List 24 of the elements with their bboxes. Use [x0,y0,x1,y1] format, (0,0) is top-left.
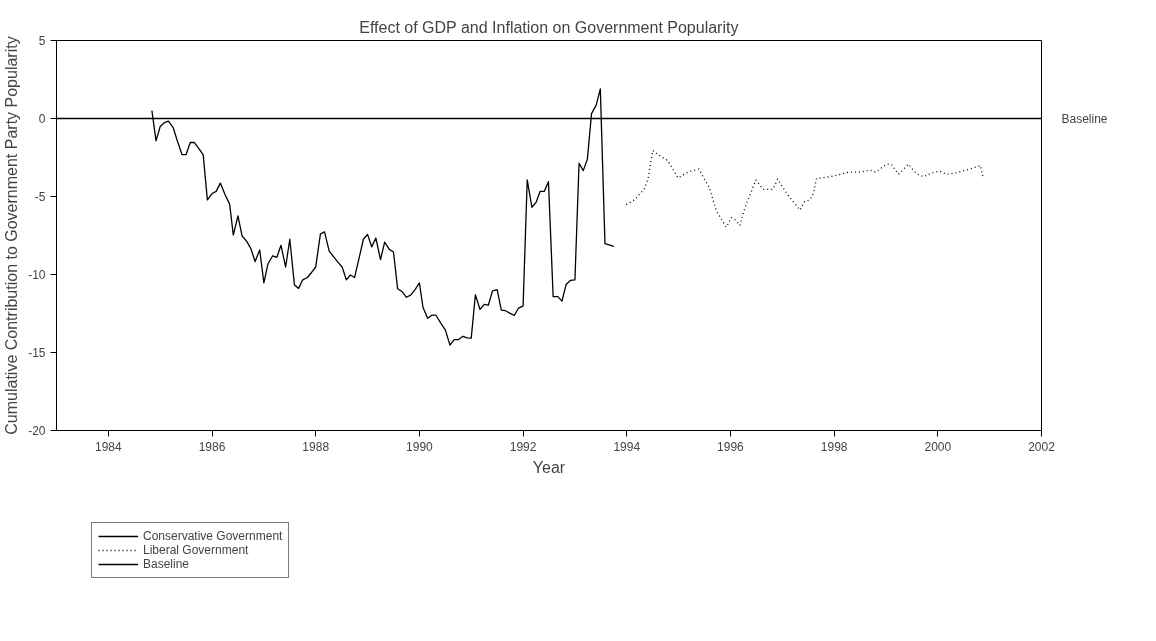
x-tick-label: 1988 [302,439,330,454]
x-tick-label: 1990 [406,439,434,454]
chart-title: Effect of GDP and Inflation on Government Popularity [359,18,739,36]
y-tick-label: -5 [34,190,46,204]
y-tick-label: -15 [28,346,46,360]
legend-label: Liberal Government [143,543,249,557]
annotation: Baseline [1061,111,1108,126]
y-axis-title: Cumulative Contribution to Government Party Popularity [3,36,21,435]
x-tick-label: 1984 [94,439,123,454]
x-tick-label: 2000 [924,439,952,454]
x-tick-label: 1986 [198,439,226,454]
y-tick-label: 5 [38,34,46,48]
line-series [625,149,985,228]
y-tick-label: -10 [28,268,46,282]
x-axis-title: Year [532,458,566,476]
y-tick-label: -20 [28,424,46,438]
x-tick-label: 2002 [1028,439,1056,454]
legend-label: Baseline [143,557,190,571]
y-tick-label: 0 [38,112,46,126]
x-tick-label: 1998 [820,439,848,454]
x-tick-label: 1996 [717,439,745,454]
x-tick-label: 1994 [613,439,641,454]
x-tick-label: 1992 [509,439,537,454]
legend-label: Conservative Government [143,529,283,543]
